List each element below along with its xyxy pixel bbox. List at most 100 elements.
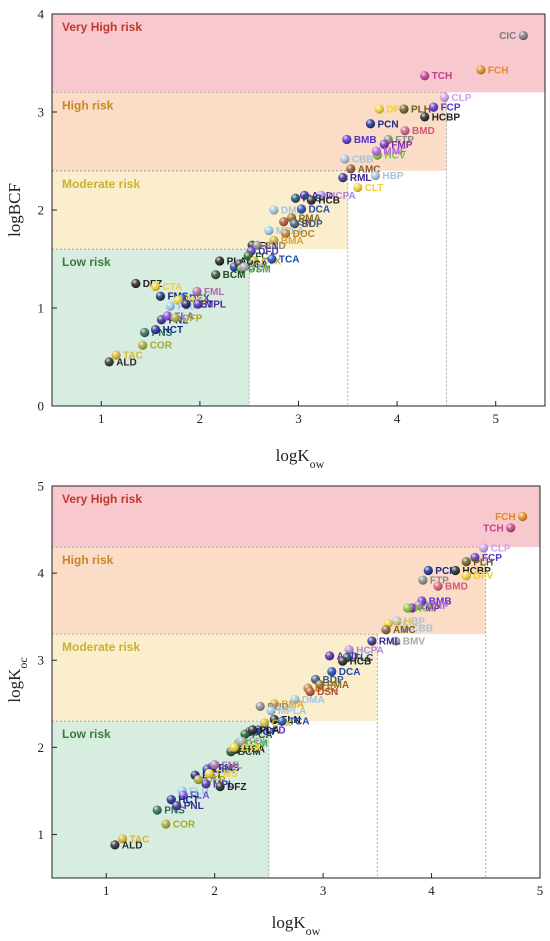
data-point-tac: TAC xyxy=(117,834,149,845)
data-point-bma: BMA xyxy=(269,235,304,247)
point-shine xyxy=(327,666,337,677)
point-shine xyxy=(192,286,202,296)
bcf-y-tick-label: 1 xyxy=(38,301,45,316)
point-shine xyxy=(193,299,203,309)
point-shine xyxy=(266,706,276,716)
point-shine xyxy=(399,623,410,633)
data-point-dma: DMA xyxy=(290,694,325,706)
koc-x-tick-label: 3 xyxy=(320,883,327,898)
point-label-ftp: FTP xyxy=(430,576,449,587)
point-label-dfd: DFD xyxy=(265,725,286,736)
point-shine xyxy=(370,171,381,181)
point-label-dsn: DSN xyxy=(317,687,338,698)
data-point-bma: BMA xyxy=(269,699,304,710)
data-point-mpl: MPL xyxy=(193,299,226,311)
point-label-bmb: BMB xyxy=(354,135,377,146)
point-shine xyxy=(165,301,175,311)
point-label-hbp: HBP xyxy=(382,171,403,182)
point-shine xyxy=(439,92,450,102)
point-label-bet: BET xyxy=(193,300,213,311)
data-point-cta: CTA xyxy=(229,742,261,754)
point-label-pns: PNS xyxy=(152,328,173,339)
point-shine xyxy=(506,523,516,533)
point-label-bdp: BDP xyxy=(302,219,323,230)
data-point-hct: HCT xyxy=(150,324,183,336)
bcf-zone-label-low-risk: Low risk xyxy=(62,255,111,269)
point-shine xyxy=(173,295,183,305)
data-point-dsn: DSN xyxy=(279,217,312,228)
point-shine xyxy=(140,327,150,338)
point-label-pnl: PNL xyxy=(184,801,204,812)
point-label-cbb: CBB xyxy=(411,623,433,634)
koc-plot-frame xyxy=(51,485,541,879)
point-shine xyxy=(162,311,172,321)
point-label-pma: PMA xyxy=(327,680,349,691)
point-shine xyxy=(418,575,428,585)
point-label-fml: FML xyxy=(222,760,243,771)
data-point-mpla: MPLA xyxy=(266,706,306,717)
point-label-dsm: DSM xyxy=(246,738,268,749)
point-label-cor: COR xyxy=(173,819,196,830)
point-label-bdp: BDP xyxy=(323,675,344,686)
point-label-hbp: HBP xyxy=(404,617,425,628)
koc-x-tick-label: 4 xyxy=(428,883,435,898)
data-point-bcm: BCM xyxy=(211,270,245,281)
point-shine xyxy=(277,716,287,726)
point-label-hca: HCA xyxy=(243,745,265,756)
point-shine xyxy=(264,225,274,236)
point-shine xyxy=(161,819,171,829)
point-shine xyxy=(240,729,250,739)
point-label-fla: FLA xyxy=(174,311,193,322)
point-label-pma: PMA xyxy=(299,213,321,224)
point-shine xyxy=(166,795,176,805)
point-shine xyxy=(470,552,480,563)
point-label-clp: CLP xyxy=(451,93,471,104)
data-point-dfp: DFP xyxy=(193,774,226,786)
koc-zone-label-moderate-risk: Moderate risk xyxy=(62,640,140,654)
koc-x-tick-label: 1 xyxy=(103,883,110,898)
data-point-pcn: PCN xyxy=(365,119,399,130)
data-point-hcpa: HCPA xyxy=(316,190,356,202)
point-shine xyxy=(269,699,279,709)
point-label-bcm: BCM xyxy=(223,270,246,281)
data-point-cic: CIC xyxy=(499,30,528,42)
point-label-fln: FLN xyxy=(281,715,300,726)
data-point-dfv: DFV xyxy=(374,104,407,116)
point-label-fms: FMS xyxy=(218,763,239,774)
data-point-fdl: FDL xyxy=(237,736,268,748)
point-shine xyxy=(306,195,316,205)
data-point-tca: TCA xyxy=(277,716,309,728)
point-label-bmv: BMV xyxy=(403,637,426,648)
bcf-zone-label-very-high-risk: Very High risk xyxy=(62,20,142,34)
data-point-dca: DCA xyxy=(296,204,330,216)
point-label-ald: ALD xyxy=(116,357,137,368)
point-shine xyxy=(461,571,471,581)
point-shine xyxy=(290,193,301,203)
point-label-bud: BUD xyxy=(267,702,289,713)
point-shine xyxy=(428,102,439,112)
data-point-bud: BUD xyxy=(252,240,286,252)
point-shine xyxy=(215,781,225,792)
point-label-fct: FCT xyxy=(256,727,275,738)
data-point-cor: COR xyxy=(161,819,196,830)
data-point-hcbp: HCBP xyxy=(420,112,460,123)
point-shine xyxy=(296,204,307,214)
data-point-clp: CLP xyxy=(479,543,511,554)
point-label-cta: CTA xyxy=(163,282,183,293)
koc-y-tick-label: 3 xyxy=(38,653,45,668)
point-label-mpl: MPL xyxy=(205,300,226,311)
point-label-ald: ALD xyxy=(122,840,143,851)
point-label-bma: BMA xyxy=(281,699,304,710)
point-label-bmd: BMD xyxy=(412,126,435,137)
point-shine xyxy=(399,104,409,114)
bcf-y-ticks: 0 1 2 3 4 xyxy=(38,7,57,414)
bcf-zone-very-high-risk xyxy=(52,14,545,93)
point-label-hcb: HCB xyxy=(318,196,340,207)
data-point-fcp: FCP xyxy=(470,552,502,564)
data-point-cbb: CBB xyxy=(399,623,433,634)
point-shine xyxy=(344,645,354,655)
point-label-dma: DMA xyxy=(302,695,325,706)
data-point-plh: PLH xyxy=(399,104,431,116)
koc-y-tick-label: 2 xyxy=(38,740,45,755)
